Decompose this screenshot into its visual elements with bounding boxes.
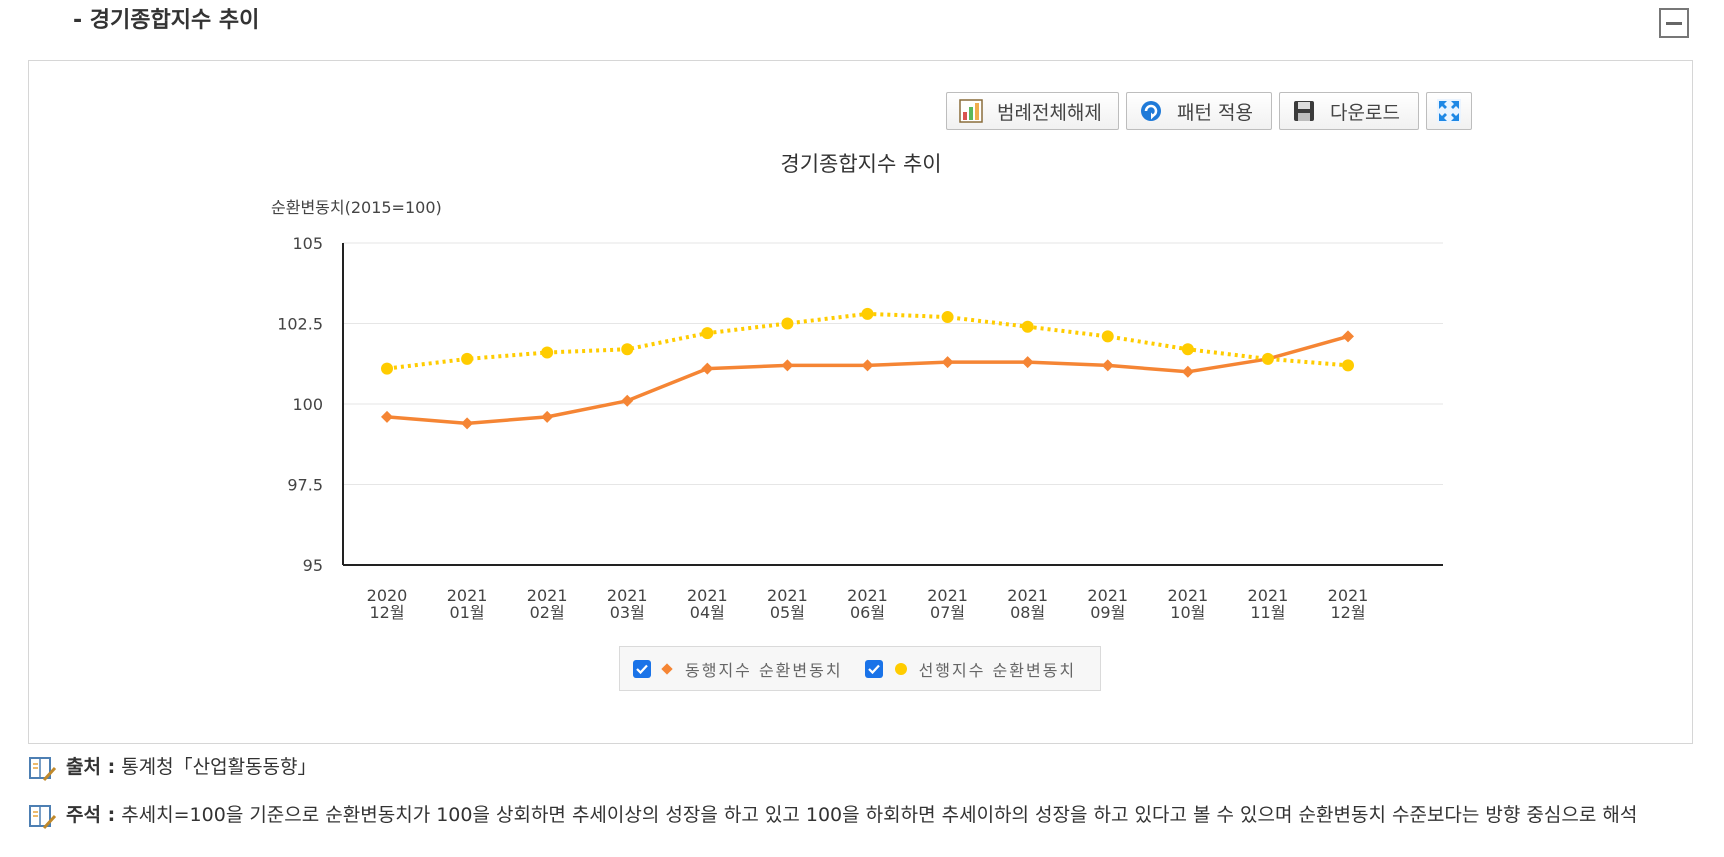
minus-icon [1666,21,1682,25]
data-point[interactable] [861,307,874,320]
check-icon [867,664,880,674]
x-tick-label: 2021 03월 [607,586,648,622]
y-tick-label: 100 [292,395,323,414]
data-point[interactable] [781,359,794,372]
x-tick-label: 2021 07월 [927,586,968,622]
y-tick-label: 102.5 [277,315,323,334]
data-point[interactable] [941,311,954,324]
data-point[interactable] [701,327,714,340]
series-line-0 [386,334,1349,426]
source-text: 통계청「산업활동동향」 [121,756,317,778]
x-tick-label: 2021 06월 [847,586,888,622]
pattern-apply-label: 패턴 적용 [1177,101,1253,124]
x-tick-label: 2021 01월 [447,586,488,622]
data-point[interactable] [1342,330,1354,343]
x-tick-label: 2021 10월 [1167,586,1208,622]
data-point[interactable] [381,362,393,375]
chart-title: 경기종합지수 추이 [780,152,941,176]
data-point[interactable] [941,356,954,369]
data-point[interactable] [1181,343,1194,356]
y-tick-label: 97.5 [287,476,323,495]
data-point[interactable] [1181,365,1194,378]
data-point[interactable] [701,362,714,375]
data-point[interactable] [1101,330,1114,343]
data-point[interactable] [461,417,474,430]
legend-item-coincident[interactable]: 동행지수 순환변동치 [633,657,843,681]
legend-item-leading[interactable]: 선행지수 순환변동치 [864,657,1077,681]
chart-container: 범례전체해제 패턴 적용 다운로드 [28,60,1693,744]
book-pen-icon [29,805,57,830]
data-point[interactable] [621,394,634,407]
data-point[interactable] [381,410,393,423]
collapse-button[interactable] [1659,8,1689,38]
x-tick-label: 2021 05월 [767,586,808,622]
download-button[interactable]: 다운로드 [1279,92,1419,130]
data-point[interactable] [1021,356,1034,369]
data-point[interactable] [781,317,794,330]
line-chart: 경기종합지수 추이 순환변동치(2015=100) 95 97.5 100 102.5… [271,152,1443,622]
data-point[interactable] [1021,320,1034,333]
x-tick-label: 2021 11월 [1248,586,1289,622]
data-point[interactable] [1261,352,1274,365]
data-point[interactable] [861,359,874,372]
chart-legend: 동행지수 순환변동치 선행지수 순환변동치 [619,646,1101,691]
bar-chart-icon [959,99,983,123]
x-tick-label: 2021 08월 [1007,586,1048,622]
diamond-marker-icon [661,662,673,675]
data-point[interactable] [1342,359,1354,372]
legend-checkbox-leading[interactable] [864,659,883,678]
x-tick-label: 2021 09월 [1087,586,1128,622]
legend-clear-button[interactable]: 범례전체해제 [946,92,1119,130]
expand-icon [1437,99,1461,123]
data-point[interactable] [1101,359,1114,372]
y-tick-label: 95 [303,556,323,575]
source-note: 출처 : 통계청「산업활동동향」 [28,755,1661,783]
circle-marker-icon [894,662,907,675]
remark-text: 추세치=100을 기준으로 순환변동치가 100을 상회하면 추세이상의 성장을… [121,804,1638,826]
legend-checkbox-coincident[interactable] [633,659,651,678]
data-point[interactable] [621,343,634,356]
data-point[interactable] [541,410,554,423]
x-tick-label: 2021 02월 [527,586,568,622]
x-tick-label: 2021 04월 [687,586,728,622]
check-icon [636,664,648,674]
refresh-icon [1141,101,1161,121]
chart-toolbar: 범례전체해제 패턴 적용 다운로드 [946,92,1472,130]
section-title: - 경기종합지수 추이 [73,8,260,33]
download-label: 다운로드 [1330,101,1400,124]
save-icon [1294,101,1314,121]
x-tick-label: 2020 12월 [367,586,408,622]
data-point[interactable] [541,346,554,359]
y-tick-label: 105 [292,234,323,253]
y-axis-label: 순환변동치(2015=100) [271,198,442,217]
legend-label-leading: 선행지수 순환변동치 [918,660,1077,680]
x-tick-label: 2021 12월 [1328,586,1369,622]
pattern-apply-button[interactable]: 패턴 적용 [1126,92,1272,130]
remark-note: 주석 : 추세치=100을 기준으로 순환변동치가 100을 상회하면 추세이상… [28,803,1661,831]
source-label: 출처 : [66,756,116,778]
legend-clear-label: 범례전체해제 [997,101,1102,124]
book-pen-icon [29,757,57,782]
fullscreen-button[interactable] [1426,92,1472,130]
legend-label-coincident: 동행지수 순환변동치 [685,660,843,680]
data-point[interactable] [461,352,474,365]
remark-label: 주석 : [66,804,116,826]
